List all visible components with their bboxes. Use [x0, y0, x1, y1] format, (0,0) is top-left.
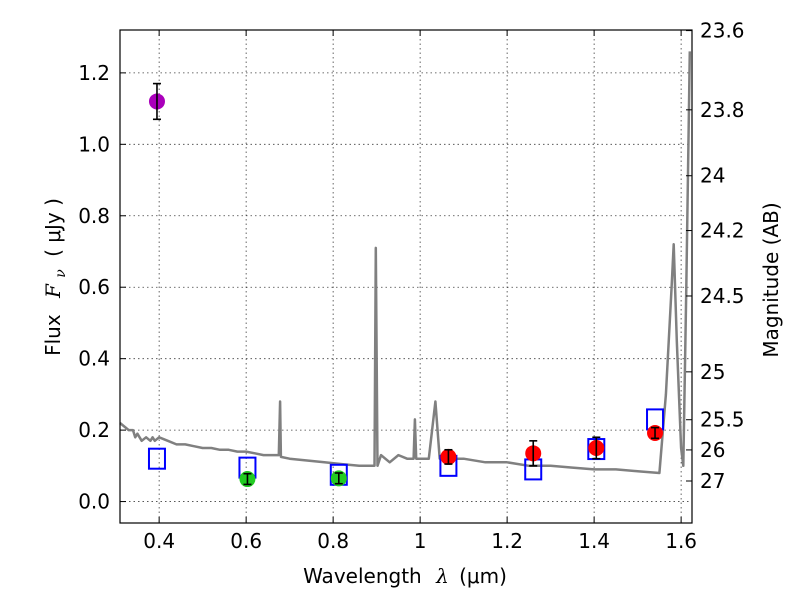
y2-tick-label: 24.5 [700, 284, 745, 308]
plot-frame [119, 29, 693, 524]
y2-tick-label: 24.2 [700, 219, 745, 243]
y-tick-label: 1.2 [78, 61, 110, 85]
x-tick-label: 0.4 [143, 529, 175, 553]
y-axis-label-text: Flux [41, 314, 65, 356]
model-photometry-square [147, 447, 166, 470]
y-axis-label-subscript: ν [53, 269, 69, 278]
y-tick-label: 0.6 [78, 275, 110, 299]
x-tick-label: 1.4 [578, 529, 610, 553]
y2-tick-label: 25 [700, 360, 725, 384]
y2-tick-label: 24 [700, 164, 725, 188]
x-tick-label: 1.6 [665, 529, 697, 553]
x-axis-ticks: 0.4 0.6 0.8 1 1.2 1.4 1.6 [143, 30, 697, 553]
y-axis-ticks: 0.0 0.2 0.4 0.6 0.8 1.0 1.2 [78, 61, 126, 514]
y2-tick-label: 23.6 [700, 19, 745, 43]
y2-tick-label: 27 [700, 469, 725, 493]
data-marks [147, 82, 665, 488]
x-tick-label: 0.8 [317, 529, 349, 553]
model-spectrum [119, 51, 692, 475]
y2-axis-ticks: 23.6 23.8 24 24.2 24.5 25 25.5 26 27 [686, 19, 745, 493]
y2-tick-label: 26 [700, 438, 725, 462]
model-spectrum-line [119, 51, 692, 475]
y2-tick-label: 23.8 [700, 98, 745, 122]
x-tick-label: 1 [414, 529, 427, 553]
y2-axis-label: Magnitude (AB) [759, 202, 783, 357]
x-tick-label: 0.6 [230, 529, 262, 553]
y-axis-label-symbol: F [41, 283, 65, 299]
x-axis-label: Wavelength λ (μm) [303, 564, 507, 588]
y-tick-label: 0.4 [78, 347, 110, 371]
y-axis-label-unit: ( μJy ) [41, 198, 65, 257]
x-axis-label-symbol: λ [435, 564, 449, 588]
y-tick-label: 0.2 [78, 418, 110, 442]
x-axis-label-unit: (μm) [459, 564, 507, 588]
y-tick-label: 0.8 [78, 204, 110, 228]
y2-tick-label: 25.5 [700, 408, 745, 432]
x-axis-label-text: Wavelength [303, 564, 422, 588]
y-tick-label: 1.0 [78, 132, 110, 156]
y-axis-label: Flux F ν ( μJy ) [41, 198, 70, 356]
y-tick-label: 0.0 [78, 490, 110, 514]
x-tick-label: 1.2 [491, 529, 523, 553]
